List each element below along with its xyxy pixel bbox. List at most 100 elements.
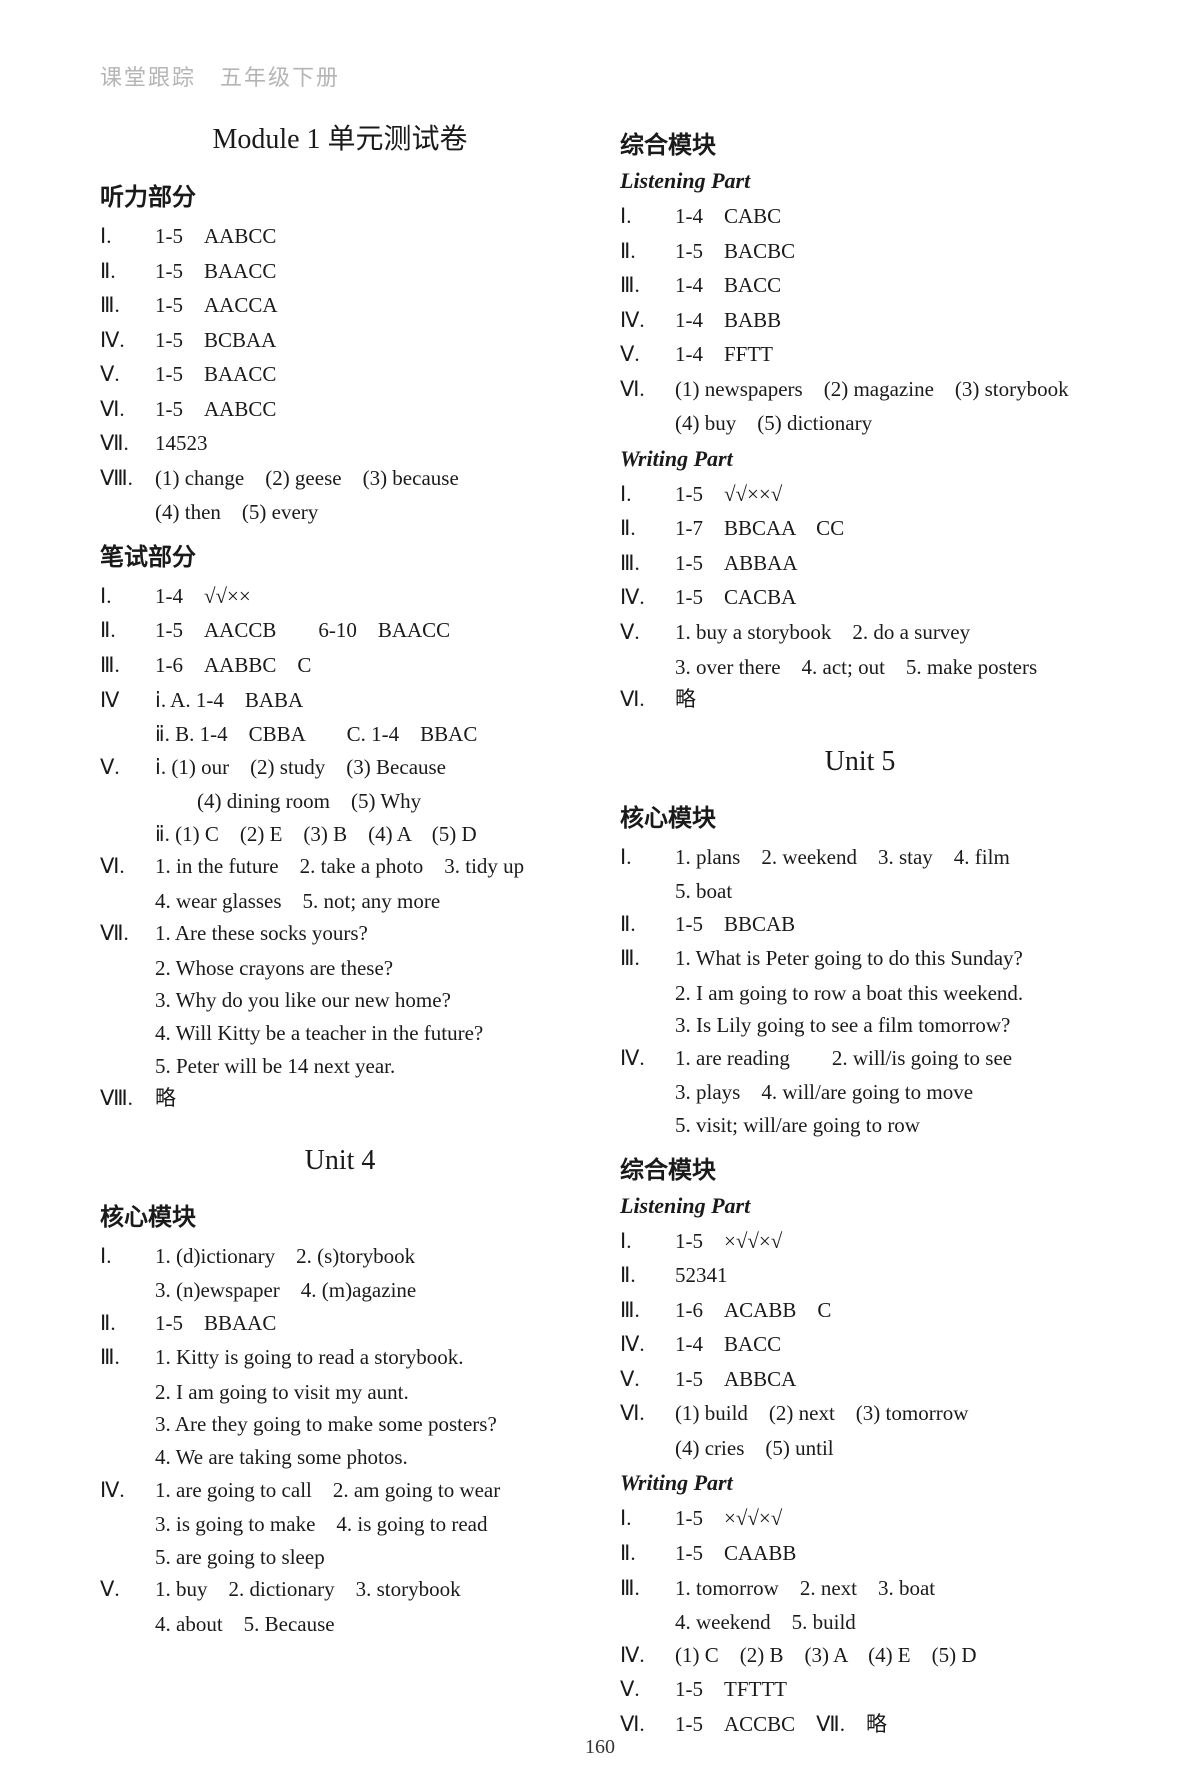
roman: Ⅱ.	[620, 235, 675, 268]
roman: Ⅷ.	[100, 462, 155, 495]
roman: Ⅱ.	[620, 512, 675, 545]
answer-continuation: (4) buy (5) dictionary	[620, 407, 1100, 440]
unit5-title: Unit 5	[620, 746, 1100, 778]
answer-continuation: 3. over there 4. act; out 5. make poster…	[620, 651, 1100, 684]
roman: Ⅵ.	[620, 1708, 675, 1741]
answer-continuation: 3. Are they going to make some posters?	[100, 1408, 580, 1441]
roman: Ⅴ.	[100, 751, 155, 784]
answer: 1-5 TFTTT	[675, 1673, 1100, 1706]
answer: 14523	[155, 427, 580, 460]
answer: (1) newspapers (2) magazine (3) storyboo…	[675, 373, 1100, 406]
answer: 1-5 AACCB 6-10 BAACC	[155, 614, 580, 647]
answer-row: Ⅱ.1-5 AACCB 6-10 BAACC	[100, 614, 580, 647]
answer-continuation: 3. plays 4. will/are going to move	[620, 1076, 1100, 1109]
roman: Ⅱ.	[620, 908, 675, 941]
answer-continuation: 5. visit; will/are going to row	[620, 1109, 1100, 1142]
answer: 1-5 ACCBC Ⅶ. 略	[675, 1708, 1100, 1741]
roman: Ⅰ.	[620, 1502, 675, 1535]
roman: Ⅴ.	[620, 616, 675, 649]
answer: 1-5 BCBAA	[155, 324, 580, 357]
answer: 1-4 BACC	[675, 1328, 1100, 1361]
answer-row: Ⅶ.1. Are these socks yours?	[100, 917, 580, 950]
answer-row: Ⅲ.1-6 AABBC C	[100, 649, 580, 682]
answer-row: Ⅲ.1-4 BACC	[620, 269, 1100, 302]
answer-row: Ⅴ.1-5 BAACC	[100, 358, 580, 391]
answer-row: Ⅶ.14523	[100, 427, 580, 460]
answer: (1) build (2) next (3) tomorrow	[675, 1397, 1100, 1430]
roman: Ⅳ.	[620, 1042, 675, 1075]
roman: Ⅵ.	[100, 393, 155, 426]
answer-row: Ⅲ.1-5 ABBAA	[620, 547, 1100, 580]
answer-row: Ⅱ.52341	[620, 1259, 1100, 1292]
roman: Ⅵ.	[100, 850, 155, 883]
roman: Ⅵ.	[620, 1397, 675, 1430]
answer: 1-7 BBCAA CC	[675, 512, 1100, 545]
answer-continuation: 4. wear glasses 5. not; any more	[100, 885, 580, 918]
roman: Ⅲ.	[100, 1341, 155, 1374]
roman: Ⅰ.	[100, 580, 155, 613]
answer: 1-6 ACABB C	[675, 1294, 1100, 1327]
answer: 1-5 AABCC	[155, 393, 580, 426]
answer-row: Ⅴ.1-5 TFTTT	[620, 1673, 1100, 1706]
answer: 1. buy 2. dictionary 3. storybook	[155, 1573, 580, 1606]
answer-row: Ⅱ.1-5 BBAAC	[100, 1307, 580, 1340]
roman: Ⅷ.	[100, 1082, 155, 1115]
roman: Ⅴ.	[620, 338, 675, 371]
answer-row: Ⅱ.1-5 BBCAB	[620, 908, 1100, 941]
answer-continuation: 5. Peter will be 14 next year.	[100, 1050, 580, 1083]
roman: Ⅳ.	[100, 1474, 155, 1507]
answer: (1) C (2) B (3) A (4) E (5) D	[675, 1639, 1100, 1672]
answer-row: Ⅷ.略	[100, 1082, 580, 1115]
answer: 1-5 ×√√×√	[675, 1225, 1100, 1258]
roman: Ⅱ.	[620, 1259, 675, 1292]
listening-part-header: Listening Part	[620, 168, 1100, 194]
roman: Ⅵ.	[620, 683, 675, 716]
comprehensive-module-header: 综合模块	[620, 1150, 1100, 1185]
right-column: 综合模块 Listening Part Ⅰ.1-4 CABC Ⅱ.1-5 BAC…	[620, 117, 1100, 1742]
page-number: 160	[585, 1736, 615, 1759]
answer-row: Ⅰ.1-4 √√××	[100, 580, 580, 613]
roman: Ⅰ.	[620, 841, 675, 874]
answer-row: Ⅵ.1-5 AABCC	[100, 393, 580, 426]
answer-continuation: 3. Why do you like our new home?	[100, 984, 580, 1017]
answer-row: Ⅰ.1. plans 2. weekend 3. stay 4. film	[620, 841, 1100, 874]
answer: 略	[675, 683, 1100, 716]
roman: Ⅳ.	[100, 324, 155, 357]
roman: Ⅲ.	[620, 1294, 675, 1327]
answer: 1-5 ABBCA	[675, 1363, 1100, 1396]
roman: Ⅲ.	[620, 1572, 675, 1605]
unit4-title: Unit 4	[100, 1145, 580, 1177]
answer-row: Ⅳ.1-5 CACBA	[620, 581, 1100, 614]
answer: 1-5 BAACC	[155, 358, 580, 391]
answer-row: Ⅰ.1-5 ×√√×√	[620, 1225, 1100, 1258]
answer-row: Ⅳ.1. are reading 2. will/is going to see	[620, 1042, 1100, 1075]
answer-continuation: (4) cries (5) until	[620, 1432, 1100, 1465]
answer-row: Ⅵ.略	[620, 683, 1100, 716]
answer-continuation: 3. is going to make 4. is going to read	[100, 1508, 580, 1541]
answer-row: Ⅴ.1. buy a storybook 2. do a survey	[620, 616, 1100, 649]
answer-continuation: 4. Will Kitty be a teacher in the future…	[100, 1017, 580, 1050]
writing-part-header: Writing Part	[620, 446, 1100, 472]
roman: Ⅲ.	[100, 289, 155, 322]
writing-part-header: Writing Part	[620, 1470, 1100, 1496]
page-header: 课堂跟踪 五年级下册	[100, 60, 1100, 92]
answer: 1-4 BABB	[675, 304, 1100, 337]
answer: 1-5 √√××√	[675, 478, 1100, 511]
answer-row: Ⅳ.1-4 BACC	[620, 1328, 1100, 1361]
roman: Ⅱ.	[100, 614, 155, 647]
answer: 1-5 AACCA	[155, 289, 580, 322]
answer-row: Ⅰ.1-5 √√××√	[620, 478, 1100, 511]
answer: 1. Are these socks yours?	[155, 917, 580, 950]
module1-title: Module 1 单元测试卷	[100, 117, 580, 157]
roman: Ⅲ.	[100, 649, 155, 682]
roman: Ⅲ.	[620, 269, 675, 302]
roman: Ⅶ.	[100, 427, 155, 460]
roman: Ⅰ.	[620, 478, 675, 511]
roman: Ⅵ.	[620, 373, 675, 406]
answer-row: Ⅴ.ⅰ. (1) our (2) study (3) Because	[100, 751, 580, 784]
answer: 1. plans 2. weekend 3. stay 4. film	[675, 841, 1100, 874]
answer-continuation: 4. about 5. Because	[100, 1608, 580, 1641]
answer-row: Ⅴ.1-4 FFTT	[620, 338, 1100, 371]
comprehensive-module-header: 综合模块	[620, 125, 1100, 160]
answer: 1. buy a storybook 2. do a survey	[675, 616, 1100, 649]
